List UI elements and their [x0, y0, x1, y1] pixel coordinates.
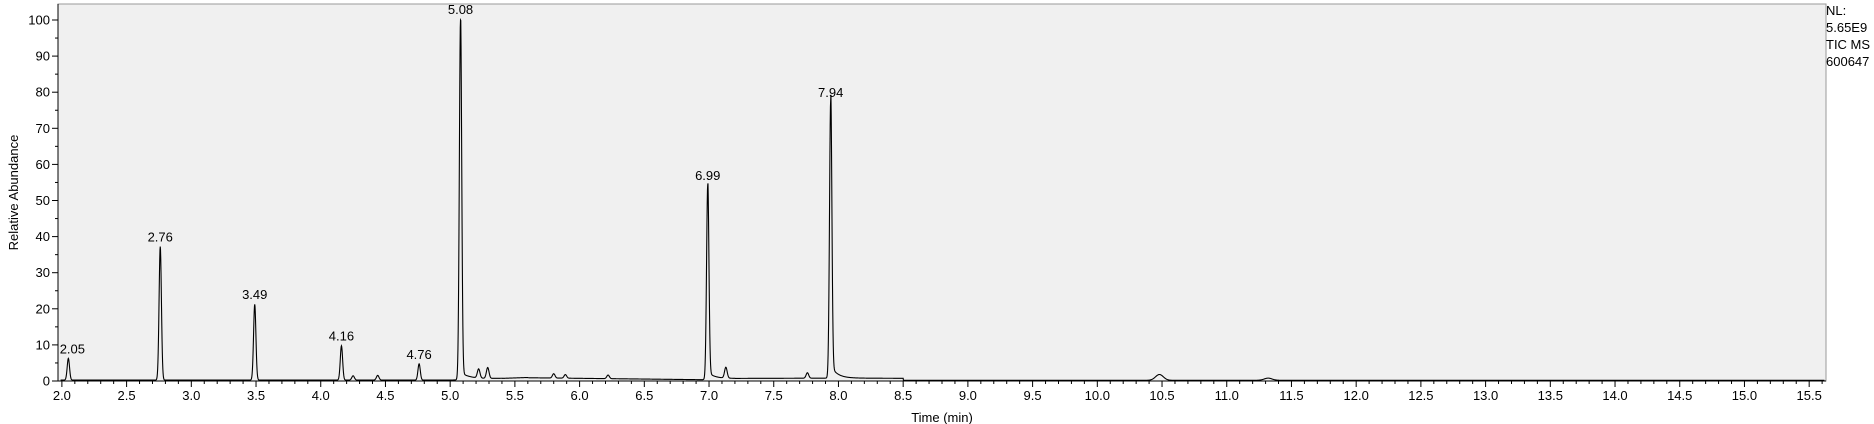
peak-label: 4.16: [329, 329, 354, 344]
x-tick-label: 13.5: [1538, 388, 1563, 403]
y-tick-label: 0: [43, 374, 50, 389]
x-tick-label: 6.0: [571, 388, 589, 403]
x-tick-label: 12.5: [1408, 388, 1433, 403]
y-tick-label: 90: [36, 49, 50, 64]
y-tick-label: 60: [36, 157, 50, 172]
x-tick-label: 7.5: [765, 388, 783, 403]
x-tick-label: 10.0: [1085, 388, 1110, 403]
peak-label: 3.49: [242, 287, 267, 302]
y-tick-label: 10: [36, 337, 50, 352]
y-tick-label: 80: [36, 85, 50, 100]
scan-filter: TIC MS: [1826, 37, 1871, 52]
peak-label: 6.99: [695, 168, 720, 183]
y-axis: 0 10 20 30 40 50 60 70 80 90 100: [28, 4, 59, 389]
peak-label: 4.76: [406, 347, 431, 362]
y-tick-label: 20: [36, 301, 50, 316]
y-tick-label: 30: [36, 265, 50, 280]
nl-value: 5.65E9: [1826, 20, 1868, 35]
x-tick-label: 2.0: [53, 388, 71, 403]
x-tick-label: 14.5: [1667, 388, 1692, 403]
x-axis-title: Time (min): [911, 410, 973, 424]
x-tick-label: 5.0: [441, 388, 459, 403]
x-tick-label: 11.0: [1215, 388, 1239, 403]
peak-label: 7.94: [818, 85, 843, 100]
x-tick-label: 9.5: [1024, 388, 1042, 403]
x-tick-label: 3.5: [247, 388, 265, 403]
file-id: 600647: [1826, 54, 1870, 69]
x-tick-label: 15.5: [1797, 388, 1822, 403]
x-tick-label: 8.5: [894, 388, 912, 403]
peak-label: 2.76: [148, 229, 173, 244]
x-tick-label: 2.5: [118, 388, 136, 403]
x-tick-label: 13.0: [1473, 388, 1498, 403]
scan-info: NL: 5.65E9 TIC MS 600647: [1826, 2, 1870, 70]
x-tick-label: 4.0: [312, 388, 330, 403]
x-tick-label: 10.5: [1149, 388, 1174, 403]
x-tick-label: 6.5: [635, 388, 653, 403]
y-tick-label: 50: [36, 193, 50, 208]
x-tick-label: 3.0: [182, 388, 200, 403]
peak-label: 5.08: [448, 2, 473, 17]
x-tick-label: 8.0: [829, 388, 847, 403]
peak-labels: 2.05 2.76 3.49 4.16 4.76 5.08 6.99 7.94: [60, 2, 844, 362]
x-tick-label: 9.0: [959, 388, 977, 403]
peak-label: 2.05: [60, 341, 85, 356]
x-tick-label: 14.0: [1602, 388, 1627, 403]
x-tick-label: 11.5: [1279, 388, 1303, 403]
x-axis: 2.0 2.5 3.0 3.5 4.0 4.5 5.0 5.5 6.0 6.5 7.0 7.5 8.0 8…: [53, 380, 1826, 403]
plot-area: [57, 3, 1827, 382]
nl-label: NL:: [1826, 3, 1847, 18]
y-tick-label: 70: [36, 121, 50, 136]
x-tick-label: 4.5: [376, 388, 394, 403]
y-tick-label: 40: [36, 229, 50, 244]
y-tick-label: 100: [28, 13, 50, 28]
x-tick-label: 15.0: [1732, 388, 1757, 403]
x-tick-label: 12.0: [1344, 388, 1369, 403]
y-axis-title: Relative Abundance: [6, 135, 21, 251]
tic-trace-line: [60, 17, 1825, 381]
x-tick-label: 7.0: [700, 388, 718, 403]
x-tick-label: 5.5: [506, 388, 524, 403]
